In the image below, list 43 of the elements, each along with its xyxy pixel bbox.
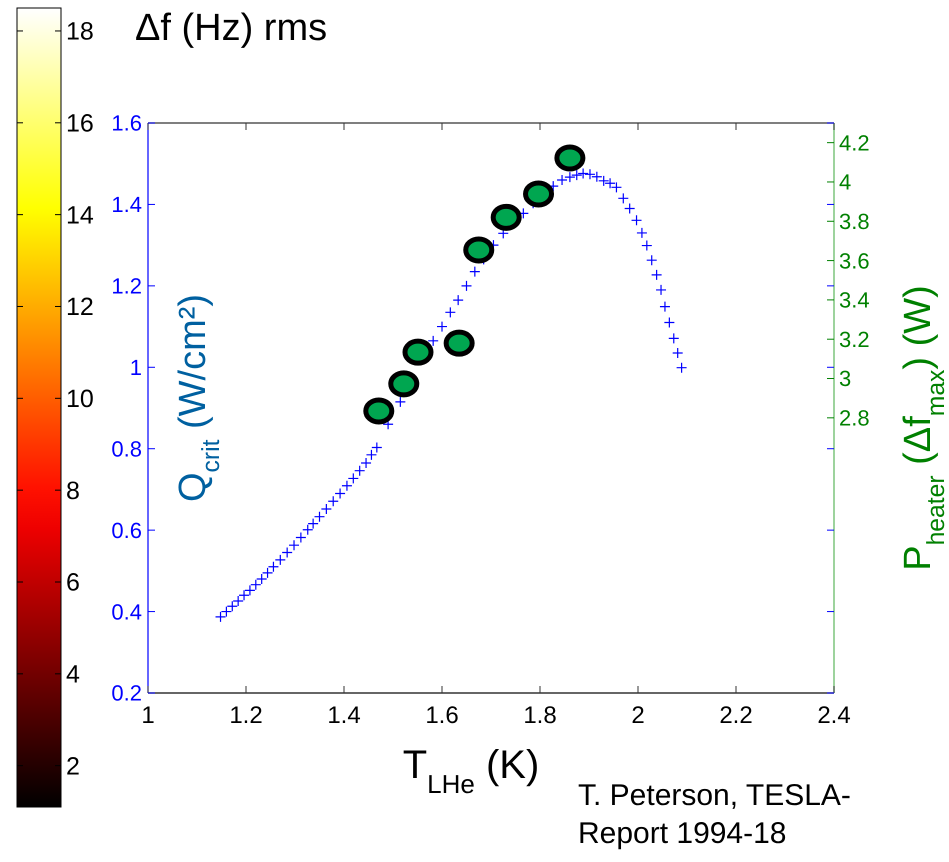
point	[388, 370, 420, 398]
y2-tick-label: 3.6	[839, 248, 870, 274]
y2-tick-label: 3.4	[839, 288, 870, 313]
color-bar-label: 6	[66, 568, 80, 597]
y-tick-label: 0.4	[111, 599, 142, 624]
point	[402, 338, 434, 366]
color-bar-label: 16	[66, 110, 94, 138]
point	[554, 144, 586, 172]
x-axis-title: T$_{LHe}$ (K)	[402, 743, 540, 799]
y2-tick-label: 3	[839, 366, 852, 392]
x-tick-label: 2	[631, 702, 645, 729]
text: T. Peterson, TESLA-Report 1994-18	[578, 779, 851, 850]
color-bar-label: 12	[66, 293, 94, 322]
y-tick-label: 0.2	[111, 680, 142, 706]
color-bar-label: 10	[66, 385, 94, 414]
color-bar-label: 18	[66, 18, 94, 46]
x-tick-label: 1.6	[425, 702, 459, 729]
y2-tick-label: 4	[839, 170, 852, 195]
x-tick-label: 2.4	[817, 702, 851, 729]
color-bar-label: 8	[66, 476, 80, 505]
x-tick-label: 1.2	[229, 702, 263, 729]
point	[490, 204, 522, 231]
y2-tick-label: 3.8	[839, 208, 870, 234]
y-tick-label: 0.8	[111, 436, 142, 462]
color-bar-label: 14	[66, 201, 94, 230]
color-bar-label: 4	[66, 660, 80, 689]
y2-tick-label: 2.8	[839, 406, 870, 431]
x-tick-label: 1.8	[523, 702, 557, 729]
point	[523, 180, 554, 208]
point	[363, 397, 394, 424]
y-tick-label: 0.6	[111, 518, 142, 543]
color-bar-title: Δf (Hz) rms	[135, 7, 328, 49]
y-tick-label: 1	[130, 354, 142, 380]
y-tick-label: 1.2	[111, 274, 142, 299]
y-tick-label: 1.6	[111, 110, 142, 136]
y2-tick-label: 3.2	[839, 326, 870, 352]
x-tick-label: 2.2	[719, 702, 753, 729]
point	[444, 330, 475, 357]
color-bar-label: 2	[66, 752, 80, 780]
point	[463, 236, 494, 264]
y-tick-label: 1.4	[111, 192, 142, 218]
x-tick-label: 1.4	[327, 702, 361, 729]
y2-tick-label: 4.2	[839, 130, 870, 156]
